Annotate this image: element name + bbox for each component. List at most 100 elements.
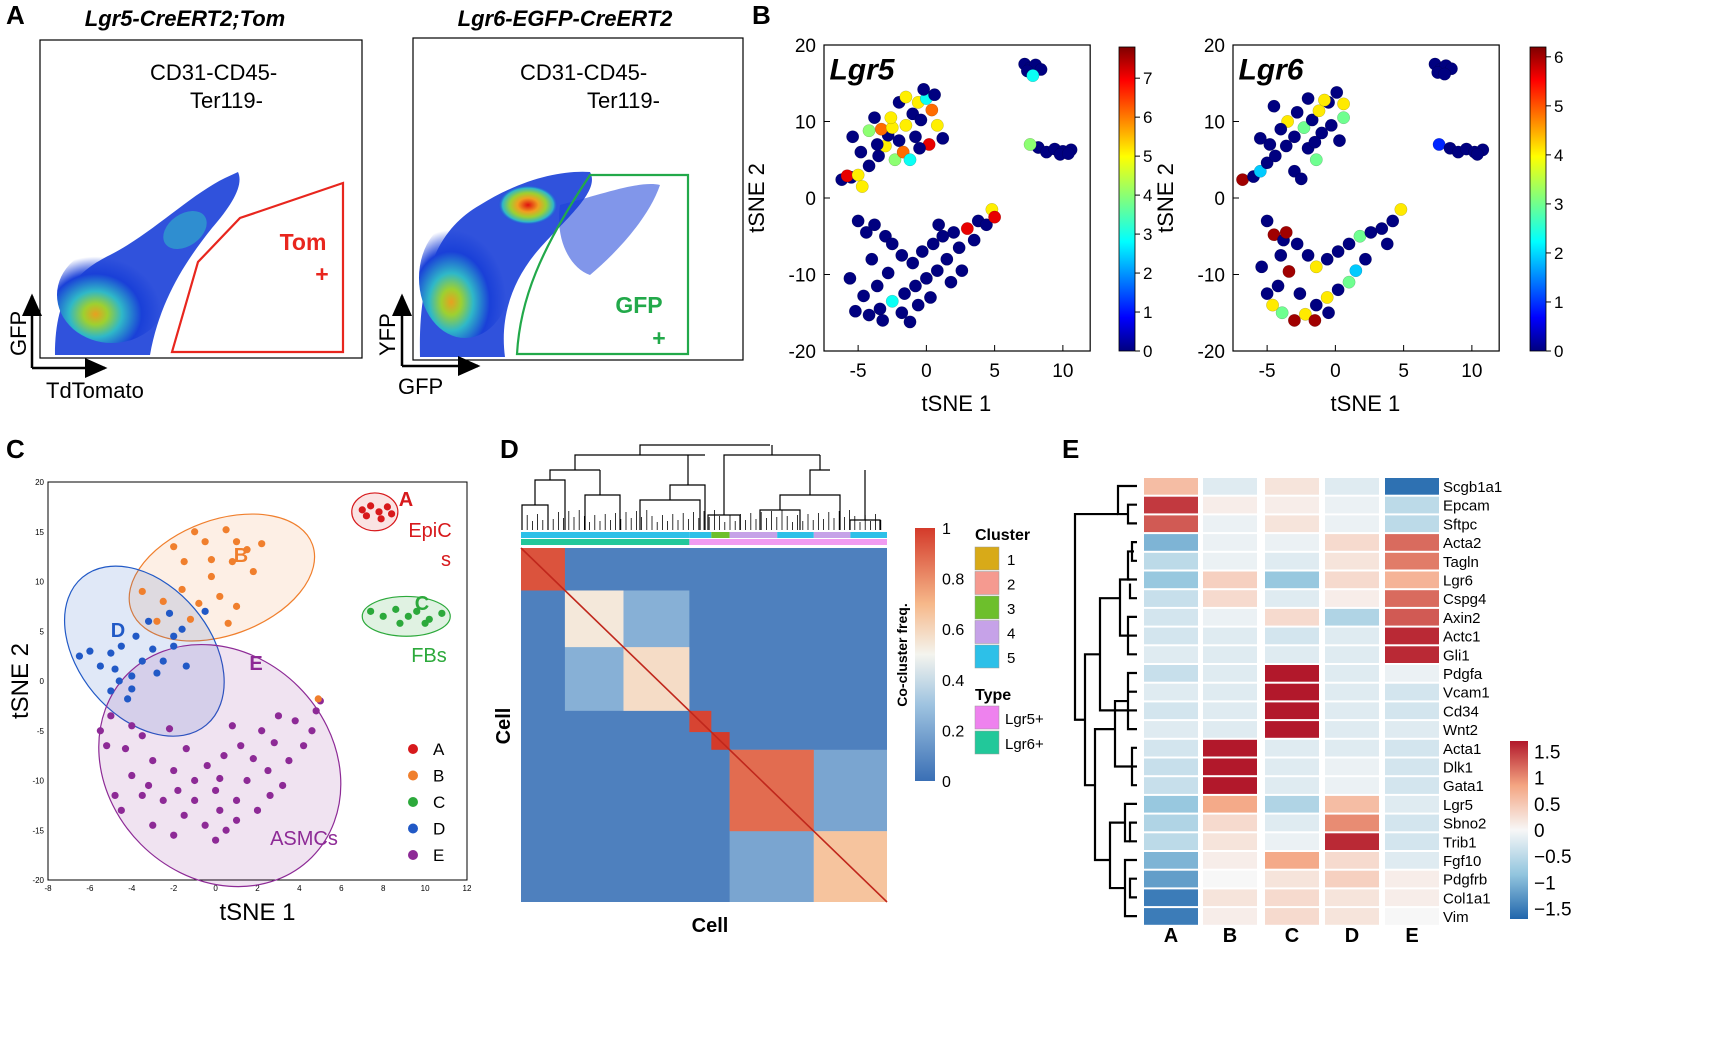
- x-tick-label: 6: [339, 884, 344, 893]
- data-point-e: [203, 761, 211, 770]
- y-tick-label: 0: [805, 189, 816, 210]
- data-point-c: [413, 607, 421, 615]
- data-point: [936, 229, 950, 243]
- y-axis-label: tSNE 2: [1153, 163, 1178, 233]
- heatmap-cell: [1265, 552, 1319, 570]
- legend-marker: [408, 744, 418, 754]
- heatmap-cell: [1265, 646, 1319, 663]
- data-point: [1470, 147, 1484, 161]
- plot-title: Lgr5: [829, 53, 895, 86]
- data-point: [967, 233, 981, 247]
- colorbar-tick-label: 0.6: [942, 622, 964, 639]
- flow-gate-label-gfp: GFP: [615, 292, 662, 318]
- cluster-strip: [521, 532, 690, 538]
- heatmap-cell: [1265, 590, 1319, 607]
- heatmap-cell: [1203, 646, 1257, 663]
- data-point-e: [299, 742, 308, 750]
- data-point: [1290, 237, 1304, 251]
- x-tick-label: 12: [463, 884, 472, 893]
- data-point-b: [178, 585, 186, 594]
- data-point-b: [232, 602, 241, 610]
- data-point-e: [165, 725, 174, 733]
- colorbar-tick-label: 3: [1143, 225, 1152, 244]
- colorbar-tick-label: 0.2: [942, 723, 964, 740]
- data-point-d: [115, 677, 123, 685]
- row-label: Sbno2: [1443, 816, 1486, 833]
- heatmap-cell: [1144, 590, 1198, 607]
- data-point: [1331, 245, 1345, 259]
- data-point: [1324, 118, 1338, 132]
- row-dendrogram-branch: [1093, 728, 1115, 862]
- data-point: [913, 141, 926, 155]
- data-point-b: [186, 615, 195, 623]
- data-point-e: [107, 712, 115, 720]
- flow-density-lgr6: [419, 218, 511, 338]
- colorbar-tick-label: 6: [1554, 48, 1563, 67]
- heatmap-cell: [1325, 721, 1379, 738]
- data-point: [1260, 214, 1274, 228]
- data-point-d: [107, 687, 115, 695]
- data-point-e: [264, 766, 272, 775]
- data-point: [1293, 287, 1307, 301]
- heatmap-cell: [1325, 590, 1379, 607]
- data-point-c: [392, 605, 400, 613]
- data-point-e: [222, 826, 230, 834]
- heatmap-cell: [1385, 814, 1439, 832]
- data-point-c: [421, 619, 429, 627]
- heatmap-cell: [1385, 683, 1439, 701]
- y-tick-label: 10: [1204, 113, 1225, 134]
- flow-ylabel-lgr6: YFP: [375, 313, 400, 356]
- colorbar-tick-label: 1: [1143, 303, 1152, 322]
- data-point-a: [387, 510, 396, 518]
- legend-label: D: [433, 820, 445, 839]
- colorbar-tick-label: 0: [1143, 342, 1152, 361]
- row-label: Col1a1: [1443, 890, 1491, 907]
- data-point: [926, 237, 940, 251]
- heatmap-cell: [1325, 758, 1379, 776]
- cocluster-heatmap: Cell Cell 0 0.2 0.4 0.6 0.8 1 Co-cluster freq. Cl…: [493, 444, 1044, 937]
- data-point-a: [358, 506, 366, 514]
- heatmap-cell: [1325, 795, 1379, 813]
- data-point-e: [232, 796, 241, 805]
- row-dendrogram-branch: [1108, 821, 1125, 890]
- heatmap-cell: [1144, 627, 1198, 645]
- cluster-label-d: D: [111, 620, 125, 642]
- data-point-d: [138, 657, 146, 665]
- row-label: Cd34: [1443, 703, 1479, 720]
- data-point-b: [170, 543, 178, 551]
- data-point-c: [404, 612, 412, 620]
- cluster-strip: [850, 532, 887, 538]
- data-point: [1253, 164, 1267, 178]
- data-point-e: [253, 806, 262, 814]
- panel-letter-c: C: [6, 434, 25, 464]
- flow-ylabel-lgr5: GFP: [6, 311, 31, 356]
- heatmap-cell: [1265, 478, 1319, 495]
- data-point: [930, 118, 944, 132]
- data-point-e: [270, 739, 278, 747]
- row-label: Trib1: [1443, 834, 1477, 851]
- heatmap-diagonal: [520, 547, 888, 903]
- x-tick-label: 8: [381, 884, 386, 893]
- data-point-e: [191, 796, 199, 805]
- column-label: D: [1345, 925, 1359, 947]
- x-tick-label: 10: [421, 884, 430, 893]
- data-point-e: [237, 742, 245, 750]
- heatmap-cell: [1325, 608, 1379, 626]
- heatmap-cell: [1325, 515, 1379, 533]
- heatmap-cell: [1265, 833, 1319, 850]
- data-point-e: [144, 781, 153, 790]
- x-tick-label: 5: [1398, 361, 1409, 382]
- data-point-e: [117, 806, 125, 814]
- x-axis-label: tSNE 1: [219, 899, 295, 926]
- data-point: [924, 291, 937, 304]
- legend-marker: [408, 850, 418, 860]
- y-tick-label: -20: [1198, 342, 1225, 363]
- heatmap-cell: [1265, 795, 1319, 813]
- heatmap-cell: [1325, 646, 1379, 663]
- column-label: E: [1405, 925, 1418, 947]
- heatmap-cell: [1144, 833, 1198, 850]
- data-point: [1267, 99, 1281, 113]
- y-tick-label: -20: [789, 342, 816, 363]
- legend-label: B: [433, 767, 444, 786]
- heatmap-cell: [1144, 571, 1198, 589]
